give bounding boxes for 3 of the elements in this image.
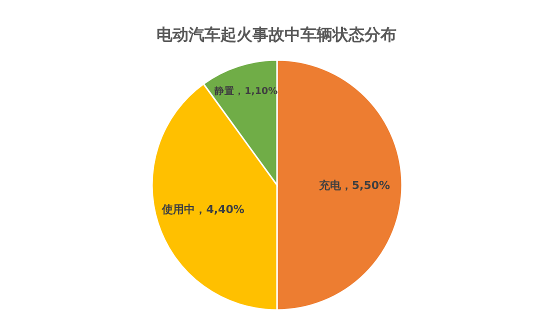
slice-label: 使用中，4,40% (161, 202, 244, 216)
chart-title: 电动汽车起火事故中车辆状态分布 (156, 25, 396, 44)
slice-label: 充电，5,50% (318, 179, 390, 192)
